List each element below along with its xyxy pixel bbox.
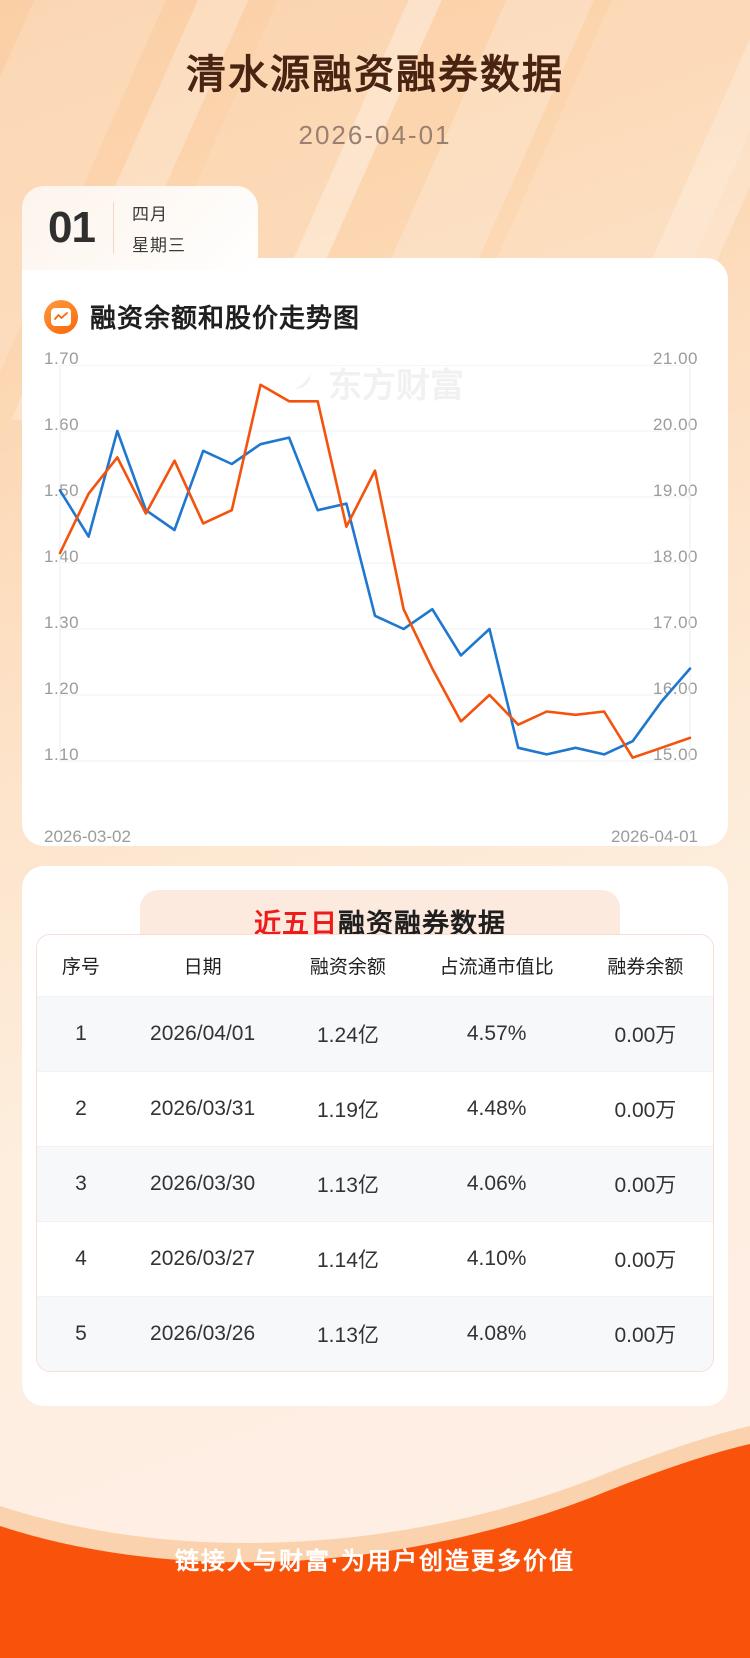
footer-wave bbox=[0, 1426, 750, 1658]
zigzag-line-icon bbox=[54, 311, 68, 320]
cell-date: 2026/03/30 bbox=[124, 1146, 281, 1222]
column-header-index: 序号 bbox=[37, 935, 125, 997]
cell-index: 1 bbox=[37, 996, 125, 1072]
cell-pct: 4.57% bbox=[415, 996, 578, 1072]
cell-pct: 4.48% bbox=[415, 1071, 578, 1147]
y-right-tick-5: 16.00 bbox=[652, 679, 698, 698]
cell-date: 2026/03/27 bbox=[124, 1221, 281, 1297]
y-left-tick-1: 1.60 bbox=[44, 415, 80, 434]
date-month: 四月 bbox=[131, 205, 168, 224]
page-header: 清水源融资融券数据 2026-04-01 bbox=[0, 0, 750, 151]
date-divider bbox=[112, 202, 114, 254]
cell-securities: 0.00万 bbox=[577, 1221, 713, 1297]
cell-date: 2026/04/01 bbox=[124, 996, 281, 1072]
date-weekday: 星期三 bbox=[131, 236, 186, 255]
table-body: 1 2026/04/01 1.24亿 4.57% 0.00万 2 2026/03/31 1.1… bbox=[37, 996, 713, 1371]
margin-trading-table: 序号 日期 融资余额 占流通市值比 融券余额 1 2026/04/01 1.24亿 4… bbox=[36, 934, 714, 1372]
table-banner-rest: 融资融券数据 bbox=[338, 908, 506, 939]
cell-pct: 4.10% bbox=[415, 1221, 578, 1297]
cell-index: 3 bbox=[37, 1146, 125, 1222]
chart-plot-area: 1.70 1.60 1.50 1.40 1.30 1.20 1.10 21.00… bbox=[22, 349, 728, 846]
y-right-tick-2: 19.00 bbox=[652, 481, 698, 500]
column-header-balance: 融资余额 bbox=[280, 935, 416, 997]
table-banner-highlight: 近五日 bbox=[254, 908, 338, 939]
table-row: 4 2026/03/27 1.14亿 4.10% 0.00万 bbox=[37, 1221, 713, 1297]
table-card: 近五日融资融券数据 东方财富 序号 日期 融资余额 占流通市值比 融券余额 12… bbox=[22, 866, 728, 1406]
cell-securities: 0.00万 bbox=[577, 996, 713, 1072]
y-left-tick-4: 1.30 bbox=[44, 613, 80, 632]
cell-securities: 0.00万 bbox=[577, 1071, 713, 1147]
x-axis-end-label: 2026-04-01 bbox=[611, 827, 698, 846]
cell-balance: 1.13亿 bbox=[280, 1146, 416, 1222]
table-row: 5 2026/03/26 1.13亿 4.08% 0.00万 bbox=[37, 1296, 713, 1371]
cell-balance: 1.24亿 bbox=[280, 996, 416, 1072]
column-header-pct: 占流通市值比 bbox=[415, 935, 578, 997]
chart-svg bbox=[58, 365, 692, 762]
cell-pct: 4.08% bbox=[415, 1296, 578, 1371]
table-row: 1 2026/04/01 1.24亿 4.57% 0.00万 bbox=[37, 996, 713, 1072]
chart-x-axis: 2026-03-02 2026-04-01 bbox=[22, 827, 728, 846]
trend-chart-icon bbox=[44, 299, 78, 334]
table-header-row: 序号 日期 融资余额 占流通市值比 融券余额 bbox=[37, 935, 713, 997]
table-row: 3 2026/03/30 1.13亿 4.06% 0.00万 bbox=[37, 1146, 713, 1222]
footer-slogan: 链接人与财富·为用户创造更多价值 bbox=[175, 1548, 575, 1575]
chart-header: 融资余额和股价走势图 bbox=[22, 258, 728, 335]
cell-balance: 1.14亿 bbox=[280, 1221, 416, 1297]
page-title: 清水源融资融券数据 bbox=[186, 53, 564, 97]
cell-balance: 1.19亿 bbox=[280, 1071, 416, 1147]
cell-date: 2026/03/26 bbox=[124, 1296, 281, 1371]
y-right-tick-6: 15.00 bbox=[652, 745, 698, 764]
y-right-tick-3: 18.00 bbox=[652, 547, 698, 566]
column-header-date: 日期 bbox=[124, 935, 281, 997]
cell-index: 5 bbox=[37, 1296, 125, 1371]
cell-balance: 1.13亿 bbox=[280, 1296, 416, 1371]
y-right-tick-0: 21.00 bbox=[652, 349, 698, 368]
date-day: 01 bbox=[48, 203, 96, 252]
cell-securities: 0.00万 bbox=[577, 1296, 713, 1371]
y-left-tick-6: 1.10 bbox=[44, 745, 80, 764]
page-subtitle-date: 2026-04-01 bbox=[298, 120, 452, 150]
cell-pct: 4.06% bbox=[415, 1146, 578, 1222]
table-row: 2 2026/03/31 1.19亿 4.48% 0.00万 bbox=[37, 1071, 713, 1147]
cell-securities: 0.00万 bbox=[577, 1146, 713, 1222]
y-right-tick-4: 17.00 bbox=[652, 613, 698, 632]
y-right-tick-1: 20.00 bbox=[652, 415, 698, 434]
cell-index: 2 bbox=[37, 1071, 125, 1147]
chart-title: 融资余额和股价走势图 bbox=[90, 303, 361, 333]
cell-index: 4 bbox=[37, 1221, 125, 1297]
date-tab: 01 四月 星期三 bbox=[22, 186, 258, 270]
y-left-tick-0: 1.70 bbox=[44, 349, 80, 368]
table-banner-text: 近五日融资融券数据 bbox=[254, 902, 506, 941]
y-left-tick-3: 1.40 bbox=[44, 547, 80, 566]
column-header-securities: 融券余额 bbox=[577, 935, 713, 997]
cell-date: 2026/03/31 bbox=[124, 1071, 281, 1147]
y-left-tick-5: 1.20 bbox=[44, 679, 80, 698]
chart-card: 融资余额和股价走势图 东方财富 1.70 1.60 1.50 1.40 1.30… bbox=[22, 258, 728, 846]
x-axis-start-label: 2026-03-02 bbox=[44, 827, 131, 846]
